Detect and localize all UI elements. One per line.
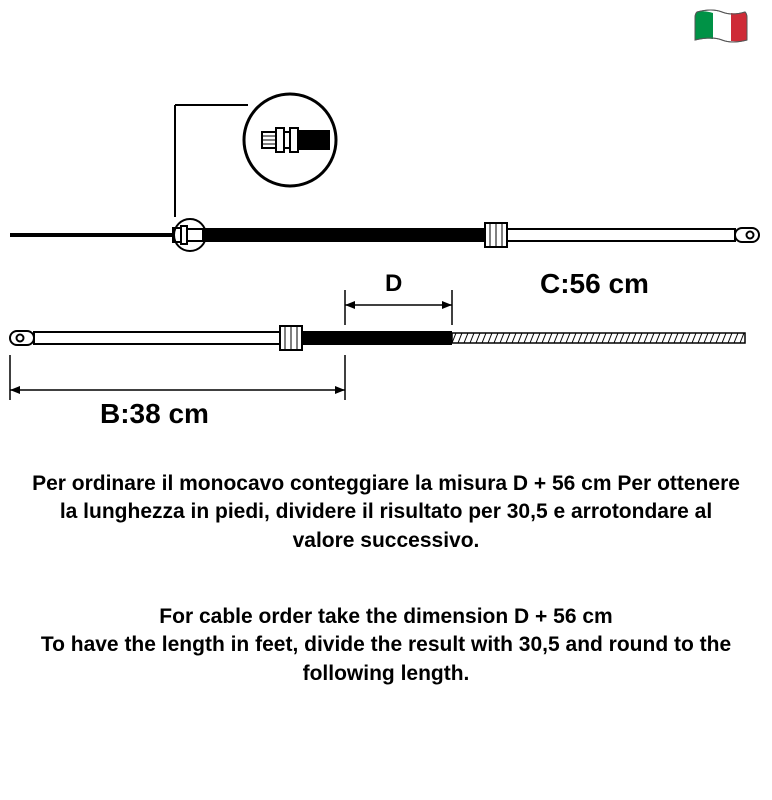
dim-c-label: C:56 cm: [540, 268, 649, 300]
instructions-italian: Per ordinare il monocavo conteggiare la …: [26, 470, 746, 555]
instructions-english: For cable order take the dimension D + 5…: [26, 603, 746, 688]
cable-diagram: D C:56 cm B:38 cm: [0, 0, 772, 440]
dim-d-label: D: [385, 270, 402, 298]
dim-b-label: B:38 cm: [100, 398, 209, 430]
